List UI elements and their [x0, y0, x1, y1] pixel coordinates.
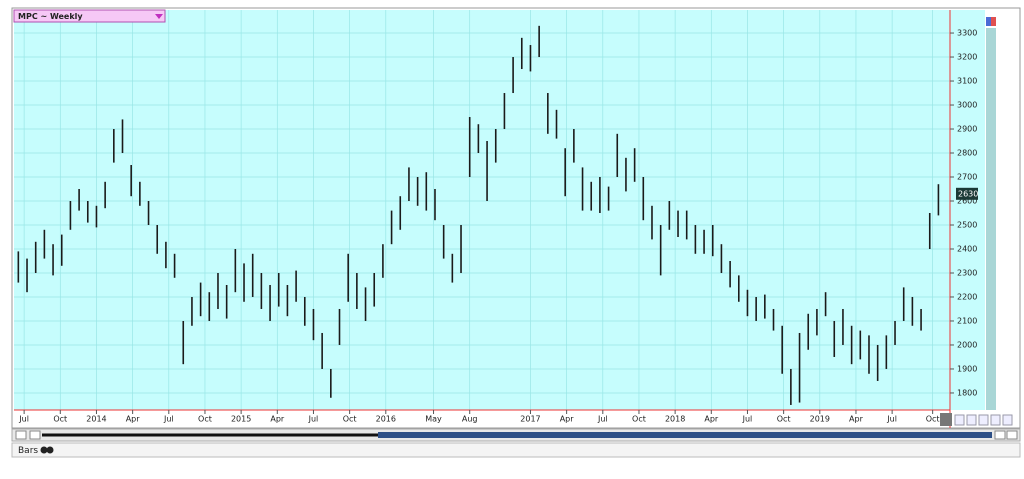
symbol-title: MPC ~ Weekly [18, 12, 83, 21]
x-tick-label: Oct [53, 415, 67, 424]
x-tick-label: Jul [742, 415, 753, 424]
last-price-box [956, 187, 978, 200]
scroll-right[interactable] [994, 430, 1006, 440]
y-tick-label: 2900 [957, 125, 977, 134]
x-tick-label: 2019 [810, 415, 830, 424]
bars [17, 25, 940, 405]
y-tick-label: 2200 [957, 292, 977, 301]
zoom-button[interactable] [954, 414, 965, 426]
y-tick-label: 2100 [957, 316, 977, 325]
plot-area [14, 10, 950, 410]
x-tick-label: Oct [198, 415, 212, 424]
x-tick-label: Oct [926, 415, 940, 424]
x-tick-label: Apr [270, 415, 285, 424]
x-tick-label: Jul [308, 415, 319, 424]
symbol-dropdown[interactable] [13, 9, 166, 23]
scroll-thumb[interactable] [378, 432, 992, 438]
y-tick-label: 2800 [957, 149, 977, 158]
x-tick-label: 2018 [665, 415, 685, 424]
zoom-buttons [954, 414, 1013, 426]
y-tick-label: 3000 [957, 101, 977, 110]
scroll-block [940, 413, 952, 426]
x-tick-label: 2016 [376, 415, 396, 424]
x-tick-label: Oct [632, 415, 646, 424]
y-tick-label: 2500 [957, 220, 977, 229]
x-tick-label: 2017 [520, 415, 540, 424]
y-tick-label: 3100 [957, 77, 977, 86]
x-tick-label: Apr [849, 415, 864, 424]
b-button[interactable] [986, 17, 991, 26]
x-tick-label: Jul [163, 415, 174, 424]
dropdown-arrow[interactable] [155, 14, 163, 19]
y-tick-label: 3300 [957, 29, 977, 38]
scroll-left[interactable] [29, 430, 41, 440]
last-price-label: 2630 [958, 189, 978, 198]
y-axis-area [950, 10, 985, 410]
x-tick-label: Aug [462, 415, 478, 424]
x-tick-label: Apr [126, 415, 141, 424]
zoom-button[interactable] [966, 414, 977, 426]
x-tick-label: Oct [343, 415, 357, 424]
zoom-button[interactable] [990, 414, 1001, 426]
right-strip [986, 28, 996, 410]
mode-icon[interactable] [46, 446, 54, 454]
scroll-start[interactable] [15, 430, 27, 440]
y-tick-label: 3200 [957, 53, 977, 62]
x-tick-label: 2014 [86, 415, 106, 424]
x-tick-label: Apr [560, 415, 575, 424]
mode-label: Bars [18, 446, 38, 456]
y-tick-label: 2300 [957, 268, 977, 277]
x-tick-label: Jul [886, 415, 897, 424]
x-tick-label: Apr [704, 415, 719, 424]
x-tick-label: 2015 [231, 415, 251, 424]
y-tick-label: 2600 [957, 197, 977, 206]
x-tick-label: May [425, 415, 442, 424]
s-button[interactable] [991, 17, 996, 26]
x-tick-label: Jul [18, 415, 29, 424]
zoom-button[interactable] [1002, 414, 1013, 426]
x-tick-label: Jul [597, 415, 608, 424]
mode-icon[interactable] [40, 446, 48, 454]
y-tick-label: 2400 [957, 244, 977, 253]
status-bar [11, 442, 1021, 458]
y-tick-label: 1800 [957, 388, 977, 397]
zoom-button[interactable] [978, 414, 989, 426]
x-tick-label: Oct [777, 415, 791, 424]
y-tick-label: 2000 [957, 340, 977, 349]
y-tick-label: 2700 [957, 173, 977, 182]
y-tick-label: 1900 [957, 364, 977, 373]
scroll-end[interactable] [1006, 430, 1018, 440]
